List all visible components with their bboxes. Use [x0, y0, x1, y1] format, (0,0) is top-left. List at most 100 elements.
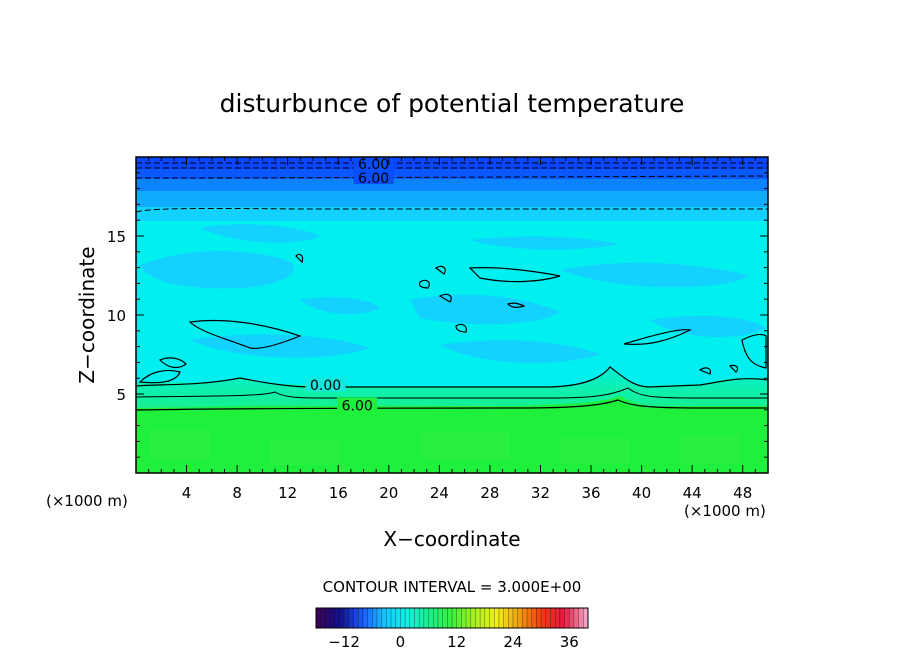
colorbar: −12 0 12 24 36 — [315, 607, 589, 651]
x-tick-label: 4 — [182, 484, 192, 502]
y-tick-label: 15 — [107, 228, 126, 246]
x-tick-label: 8 — [232, 484, 242, 502]
x-tick-label: 24 — [430, 484, 449, 502]
colorbar-tick-label: 24 — [503, 633, 522, 651]
colorbar-cell — [423, 608, 429, 628]
y-tick-label: 10 — [107, 307, 126, 325]
colorbar-cell — [348, 608, 354, 628]
colorbar-cell — [461, 608, 467, 628]
heatmap-mixing-layer — [136, 366, 768, 410]
colorbar-tick-label: −12 — [328, 633, 360, 651]
colorbar-cell — [545, 608, 551, 628]
plot-area: 6.006.000.006.00 — [136, 157, 768, 473]
colorbar-cell — [484, 608, 490, 628]
x-tick-label: 20 — [379, 484, 398, 502]
x-unit-left: (×1000 m) — [46, 492, 128, 510]
colorbar-cell — [358, 608, 364, 628]
contour-label: 6.00 — [358, 171, 389, 187]
x-tick-label: 28 — [480, 484, 499, 502]
colorbar-cell — [339, 608, 345, 628]
colorbar-cell — [475, 608, 481, 628]
heatmap-patches — [140, 207, 766, 363]
x-unit-right: (×1000 m) — [684, 502, 766, 520]
colorbar-cell — [555, 608, 561, 628]
colorbar-cell — [395, 608, 401, 628]
colorbar-cell — [578, 608, 584, 628]
colorbar-cell — [503, 608, 509, 628]
contour-label-bg — [353, 170, 394, 185]
colorbar-cell — [372, 608, 378, 628]
colorbar-tick-label: 12 — [447, 633, 466, 651]
colorbar-cell — [428, 608, 434, 628]
colorbar-cell — [353, 608, 359, 628]
colorbar-cell — [386, 608, 392, 628]
colorbar-cell — [466, 608, 471, 628]
colorbar-cell — [362, 608, 368, 628]
chart-title: disturbunce of potential temperature — [220, 89, 685, 118]
contour-label-bg — [305, 377, 346, 392]
colorbar-cell — [573, 608, 579, 628]
colorbar-cell — [470, 608, 476, 628]
colorbar-cell — [447, 608, 453, 628]
colorbar-cell — [414, 608, 420, 628]
x-tick-label: 16 — [329, 484, 348, 502]
x-axis-label: X−coordinate — [383, 527, 520, 551]
colorbar-cell — [437, 608, 443, 628]
contour-label: 6.00 — [358, 157, 389, 173]
x-tick-label: 12 — [278, 484, 297, 502]
colorbar-cell — [522, 608, 528, 628]
colorbar-cell — [512, 608, 518, 628]
x-tick-label: 36 — [581, 484, 600, 502]
colorbar-cell — [494, 608, 500, 628]
colorbar-cell — [367, 608, 373, 628]
colorbar-cell — [536, 608, 542, 628]
colorbar-cell — [409, 608, 415, 628]
x-tick-label: 44 — [683, 484, 702, 502]
colorbar-cell — [498, 608, 504, 628]
y-axis-label: Z−coordinate — [75, 246, 99, 383]
contour-interval-label: CONTOUR INTERVAL = 3.000E+00 — [323, 578, 582, 596]
contour-label-bg — [337, 397, 378, 412]
colorbar-cell — [391, 608, 396, 628]
colorbar-cell — [564, 608, 570, 628]
colorbar-cell — [531, 608, 537, 628]
x-tick-label: 40 — [632, 484, 651, 502]
colorbar-frame — [315, 607, 589, 629]
x-tick-label: 32 — [531, 484, 550, 502]
colorbar-cell — [489, 608, 495, 628]
x-tick-label: 48 — [733, 484, 752, 502]
colorbar-cell — [508, 608, 514, 628]
colorbar-cell — [442, 608, 448, 628]
colorbar-cell — [419, 608, 425, 628]
solid-contour-lines — [136, 253, 768, 411]
contour-label: 0.00 — [310, 378, 341, 394]
colorbar-cell — [381, 608, 387, 628]
colorbar-cell — [527, 608, 532, 628]
colorbar-cell — [456, 608, 462, 628]
colorbar-cell — [320, 608, 326, 628]
colorbar-cell — [517, 608, 523, 628]
dashed-contour-lines — [136, 162, 768, 213]
colorbar-cell — [405, 608, 410, 628]
y-tick-label: 5 — [116, 386, 126, 404]
colorbar-cell — [541, 608, 546, 628]
colorbar-cell — [325, 608, 331, 628]
colorbar-cell — [344, 608, 350, 628]
colorbar-cell — [569, 608, 575, 628]
colorbar-cell — [480, 608, 486, 628]
colorbar-cell — [583, 608, 589, 628]
colorbar-tick-label: 0 — [396, 633, 406, 651]
colorbar-cell — [334, 608, 340, 628]
colorbar-cell — [316, 608, 321, 628]
colorbar-cell — [400, 608, 406, 628]
colorbar-cell — [559, 608, 565, 628]
contour-label: 6.00 — [342, 399, 373, 415]
colorbar-cell — [433, 608, 439, 628]
colorbar-cell — [330, 608, 335, 628]
colorbar-cell — [376, 608, 382, 628]
colorbar-tick-label: 36 — [560, 633, 579, 651]
lower-layer-texture — [150, 430, 740, 465]
colorbar-cell — [452, 608, 457, 628]
